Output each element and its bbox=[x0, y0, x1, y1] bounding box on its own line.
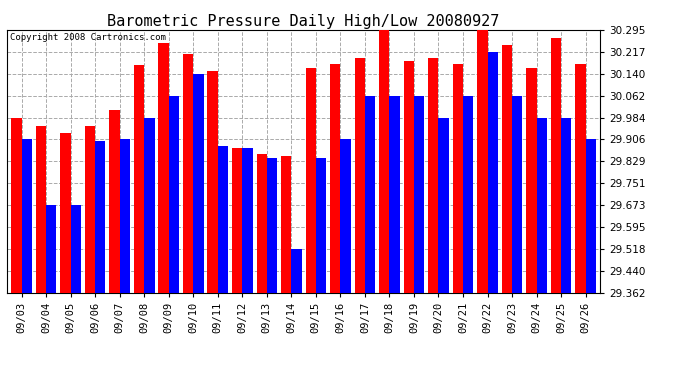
Bar bbox=[281, 156, 291, 292]
Bar bbox=[183, 54, 193, 292]
Bar bbox=[291, 249, 302, 292]
Bar bbox=[21, 140, 32, 292]
Bar bbox=[379, 26, 389, 293]
Bar bbox=[438, 117, 449, 292]
Bar bbox=[257, 154, 267, 292]
Bar bbox=[414, 96, 424, 292]
Bar bbox=[365, 96, 375, 292]
Bar bbox=[70, 205, 81, 292]
Bar bbox=[85, 126, 95, 292]
Text: Copyright 2008 Cartronics.com: Copyright 2008 Cartronics.com bbox=[10, 33, 166, 42]
Bar bbox=[159, 43, 169, 292]
Bar bbox=[11, 117, 21, 292]
Bar bbox=[169, 96, 179, 292]
Bar bbox=[330, 64, 340, 292]
Bar bbox=[46, 205, 57, 292]
Bar bbox=[119, 140, 130, 292]
Bar bbox=[232, 148, 242, 292]
Bar bbox=[110, 110, 119, 292]
Bar bbox=[477, 26, 488, 293]
Bar bbox=[453, 64, 463, 292]
Bar bbox=[404, 61, 414, 292]
Bar bbox=[144, 117, 155, 292]
Bar bbox=[561, 117, 571, 292]
Bar bbox=[389, 96, 400, 292]
Bar bbox=[463, 96, 473, 292]
Bar bbox=[60, 133, 70, 292]
Bar bbox=[526, 68, 537, 292]
Bar bbox=[134, 65, 144, 292]
Bar bbox=[575, 64, 586, 292]
Bar bbox=[208, 71, 218, 292]
Bar bbox=[36, 126, 46, 292]
Bar bbox=[267, 158, 277, 292]
Bar bbox=[428, 58, 438, 292]
Bar bbox=[502, 45, 512, 292]
Bar bbox=[242, 148, 253, 292]
Bar bbox=[340, 140, 351, 292]
Bar bbox=[512, 96, 522, 292]
Bar bbox=[551, 39, 561, 292]
Bar bbox=[193, 74, 204, 292]
Bar bbox=[316, 158, 326, 292]
Bar bbox=[306, 68, 316, 292]
Bar bbox=[95, 141, 106, 292]
Bar bbox=[355, 58, 365, 292]
Bar bbox=[586, 140, 596, 292]
Bar bbox=[218, 146, 228, 292]
Bar bbox=[537, 117, 547, 292]
Bar bbox=[488, 52, 497, 292]
Title: Barometric Pressure Daily High/Low 20080927: Barometric Pressure Daily High/Low 20080… bbox=[108, 14, 500, 29]
